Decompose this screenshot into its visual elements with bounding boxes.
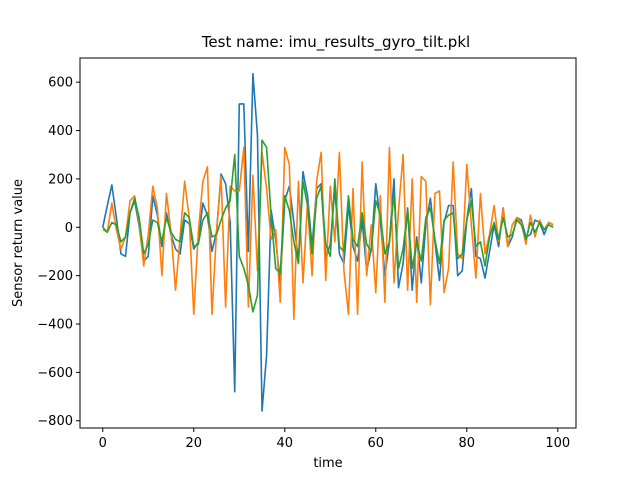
y-axis-label: Sensor return value — [11, 179, 26, 307]
series-line-2 — [102, 146, 554, 320]
series-line-3 — [102, 139, 554, 313]
x-tick-label: 0 — [99, 436, 107, 451]
y-tick-label: −600 — [37, 366, 73, 381]
x-axis-label: time — [313, 456, 342, 471]
y-tick-label: 600 — [48, 76, 73, 91]
y-tick-label: 0 — [65, 221, 73, 236]
y-tick-label: 400 — [48, 124, 73, 139]
y-axis: −800 −600 −400 −200 0 200 400 600 — [37, 76, 80, 429]
y-tick-label: −800 — [37, 414, 73, 429]
x-axis: 0 20 40 60 80 100 — [99, 428, 570, 451]
axes-frame — [79, 57, 577, 429]
y-tick-label: −200 — [37, 269, 73, 284]
x-tick-label: 20 — [185, 436, 202, 451]
x-tick-label: 100 — [545, 436, 570, 451]
x-tick-label: 40 — [276, 436, 293, 451]
y-tick-label: −400 — [37, 318, 73, 333]
x-tick-label: 80 — [459, 436, 476, 451]
y-tick-label: 200 — [48, 172, 73, 187]
chart-title: Test name: imu_results_gyro_tilt.pkl — [201, 33, 470, 52]
x-tick-label: 60 — [368, 436, 385, 451]
